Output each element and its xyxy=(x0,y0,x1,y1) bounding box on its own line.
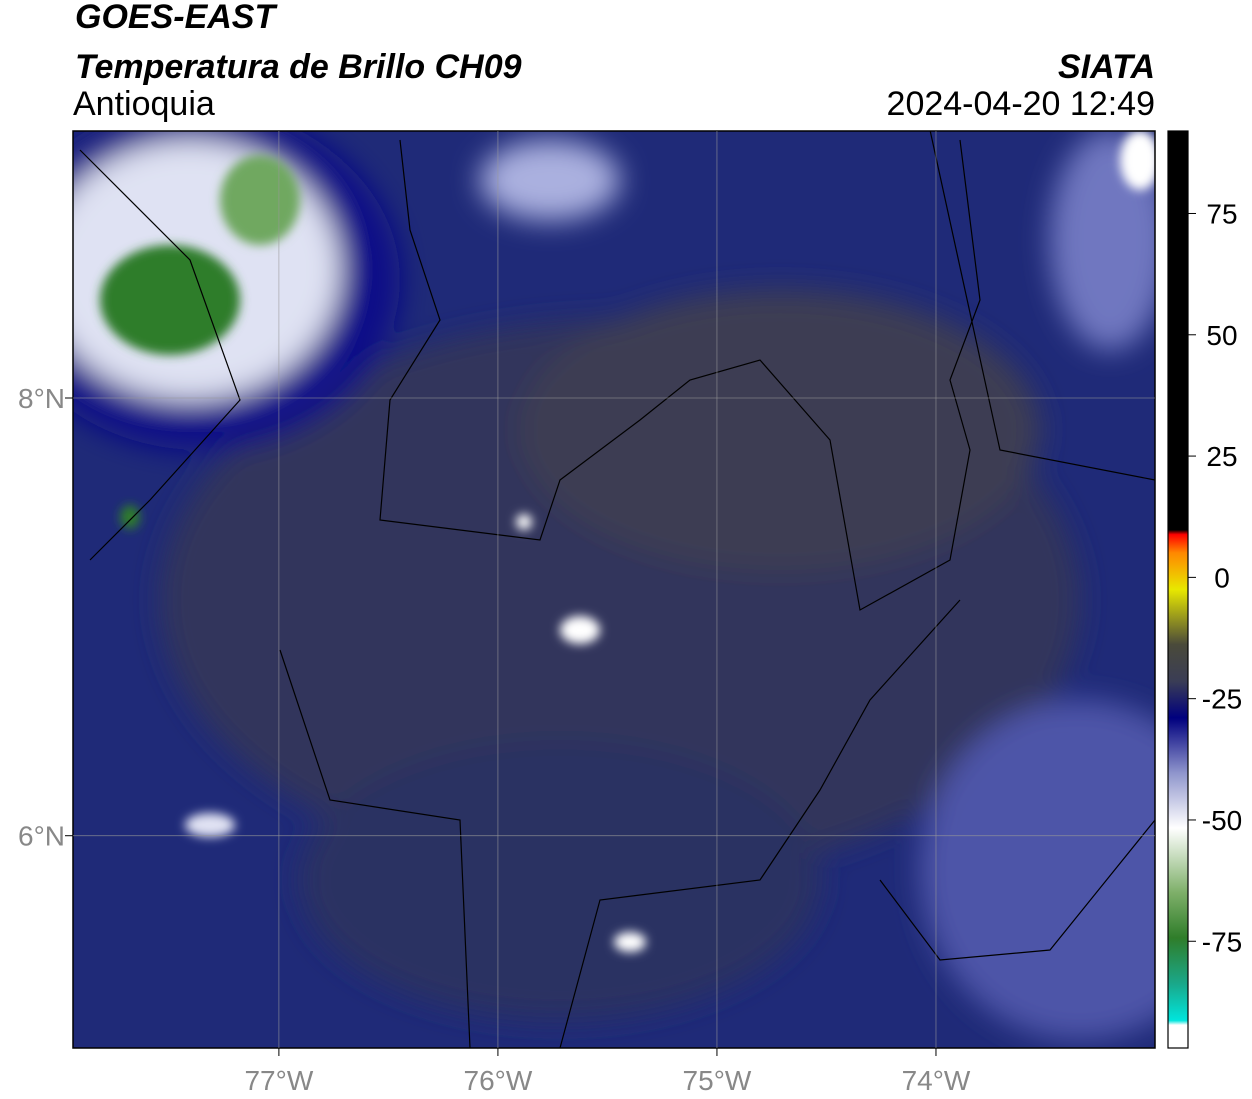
source: SIATA xyxy=(1058,48,1155,86)
x-tick-label: 76°W xyxy=(464,1065,533,1096)
y-tick-label: 8°N xyxy=(18,383,65,414)
satellite-image xyxy=(73,131,1155,1048)
colorbar-tick-label: -50 xyxy=(1202,805,1242,836)
colorbar xyxy=(1167,130,1189,1049)
colorbar-tick-label: 0 xyxy=(1214,562,1230,593)
colorbar-tick-label: 50 xyxy=(1206,320,1237,351)
colorbar-tick-label: -75 xyxy=(1202,926,1242,957)
region: Antioquia xyxy=(73,85,215,123)
x-tick-label: 74°W xyxy=(902,1065,971,1096)
datetime: 2024-04-20 12:49 xyxy=(887,85,1155,123)
map-frame xyxy=(72,130,1156,1049)
x-tick-label: 75°W xyxy=(683,1065,752,1096)
y-tick-label: 6°N xyxy=(18,821,65,852)
colorbar-tick-label: -25 xyxy=(1202,684,1242,715)
product: Temperatura de Brillo CH09 xyxy=(75,48,522,86)
colorbar-tick-label: 75 xyxy=(1206,198,1237,229)
x-tick-label: 77°W xyxy=(244,1065,313,1096)
satellite: GOES-EAST xyxy=(75,0,278,36)
colorbar-tick-label: 25 xyxy=(1206,441,1237,472)
